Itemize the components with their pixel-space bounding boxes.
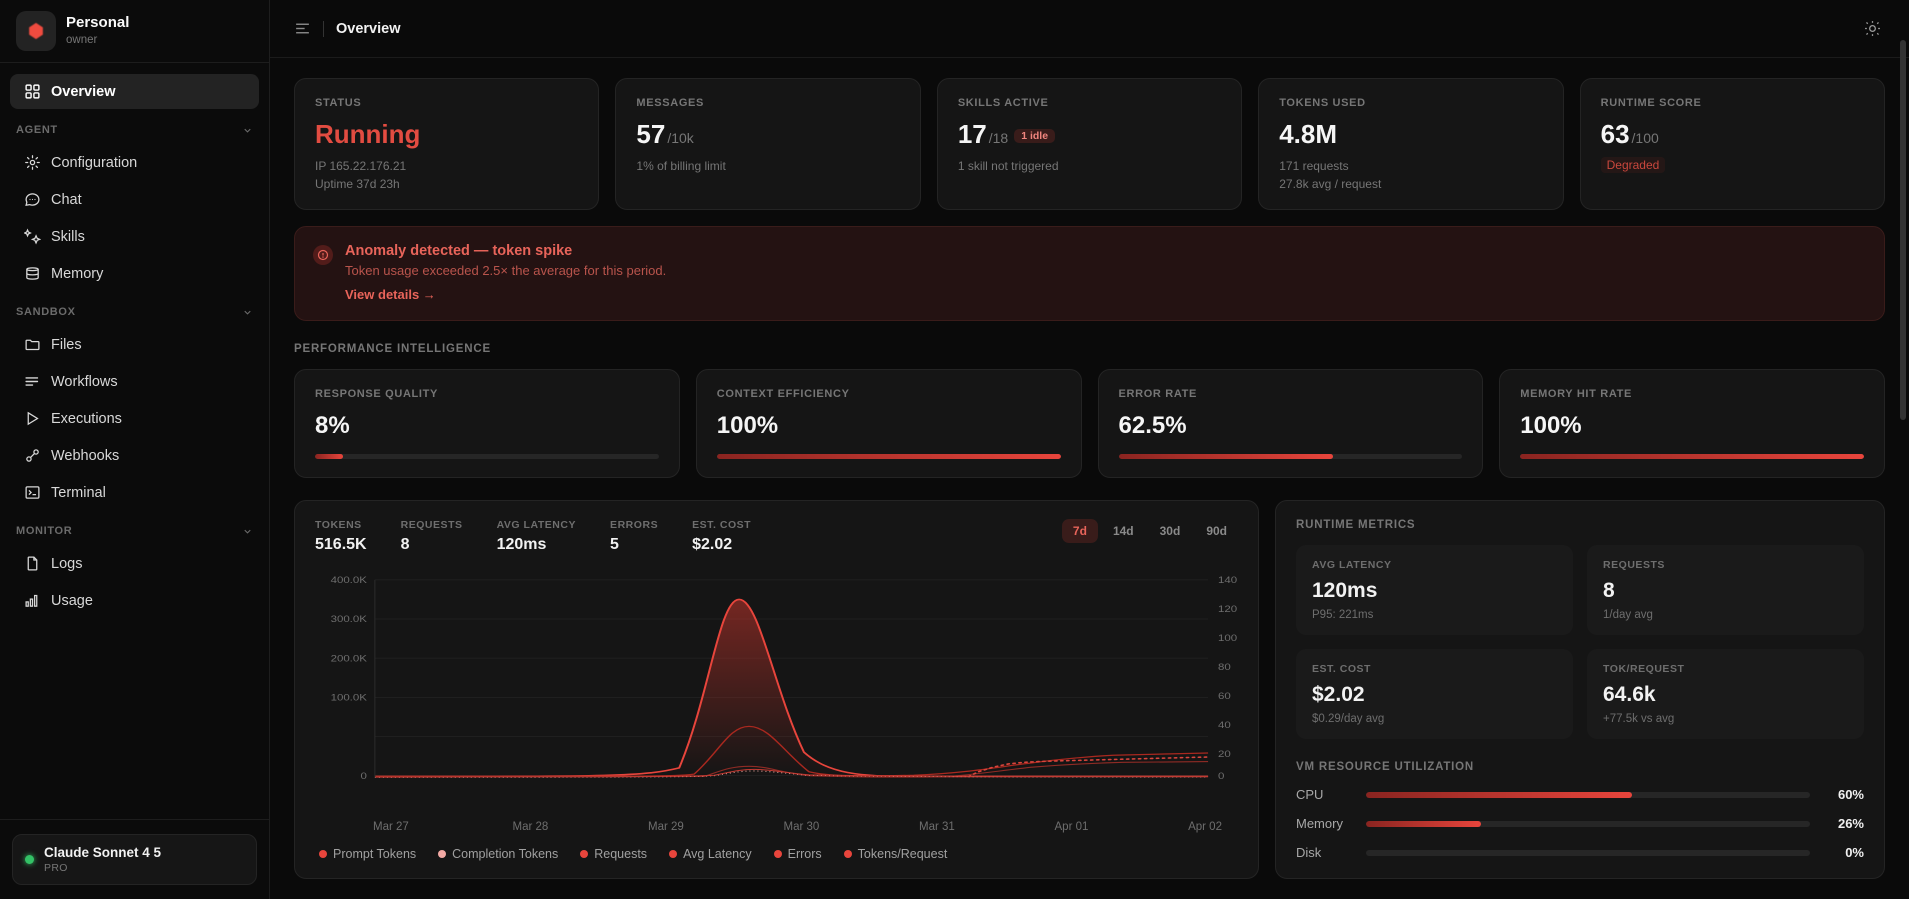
svg-text:200.0K: 200.0K [331, 654, 367, 664]
svg-text:100: 100 [1218, 634, 1237, 644]
svg-text:100.0K: 100.0K [331, 693, 367, 703]
svg-text:80: 80 [1218, 663, 1231, 673]
svg-text:0: 0 [1218, 772, 1225, 782]
svg-text:120: 120 [1218, 605, 1237, 615]
svg-text:40: 40 [1218, 721, 1231, 731]
svg-text:400.0K: 400.0K [331, 576, 367, 586]
svg-text:60: 60 [1218, 692, 1231, 702]
svg-text:140: 140 [1218, 576, 1237, 586]
svg-text:300.0K: 300.0K [331, 615, 367, 625]
svg-text:20: 20 [1218, 750, 1231, 760]
svg-text:0: 0 [361, 772, 368, 782]
